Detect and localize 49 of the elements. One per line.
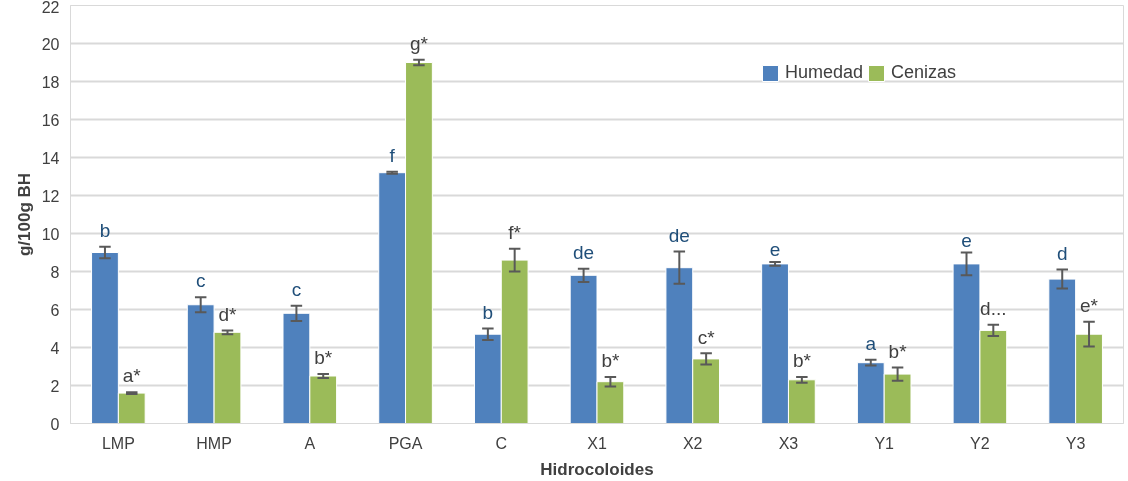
y-tick-label: 16 [41,111,60,129]
data-label: d* [218,303,238,325]
y-tick-label: 8 [50,263,60,281]
data-label: b* [888,340,908,362]
data-label: c* [697,326,716,348]
y-tick-label: 2 [50,377,60,395]
x-tick-label: A [304,434,316,452]
data-label: c [195,270,206,292]
data-label: f* [508,222,522,243]
data-label: a* [122,365,142,387]
y-tick-label: 14 [41,149,60,167]
data-label: b* [601,350,620,372]
data-label: e [961,229,972,251]
x-tick-label: X1 [587,434,607,452]
x-tick-label: Y3 [1065,434,1086,452]
data-label: f [389,145,396,167]
y-tick-label: 20 [41,35,60,53]
data-label: b [482,301,494,323]
data-label: c [291,279,302,300]
data-label: b [99,220,111,242]
y-tick-label: 22 [41,0,60,16]
x-axis-title: Hidrocoloides [540,459,654,479]
data-label: d... [980,298,1007,319]
y-tick-label: 6 [50,301,60,319]
data-label: e* [1080,295,1099,317]
y-tick-label: 10 [41,225,60,243]
x-tick-label: X3 [778,434,799,452]
y-tick-label: 18 [41,73,60,91]
data-label: b* [792,350,812,372]
data-label: e [769,239,781,261]
legend-label: Humedad [785,62,864,83]
data-label: b* [314,347,333,369]
y-tick-label: 12 [41,187,60,205]
legend-label: Cenizas [891,62,957,83]
x-tick-label: LMP [101,434,135,452]
x-tick-label: Y2 [970,434,990,452]
x-tick-label: C [495,434,508,452]
data-label: a [865,333,877,355]
x-tick-label: HMP [196,434,232,452]
data-label: d [1056,242,1068,264]
x-tick-label: Y1 [874,434,895,452]
data-label: de [573,241,595,263]
x-tick-label: PGA [388,434,423,452]
data-label: de [668,224,690,246]
y-tick-label: 4 [50,339,60,357]
y-axis-title: g/100g BH [14,172,34,257]
x-tick-label: X2 [682,434,703,452]
data-label: g* [409,32,429,54]
y-tick-label: 0 [50,415,60,433]
